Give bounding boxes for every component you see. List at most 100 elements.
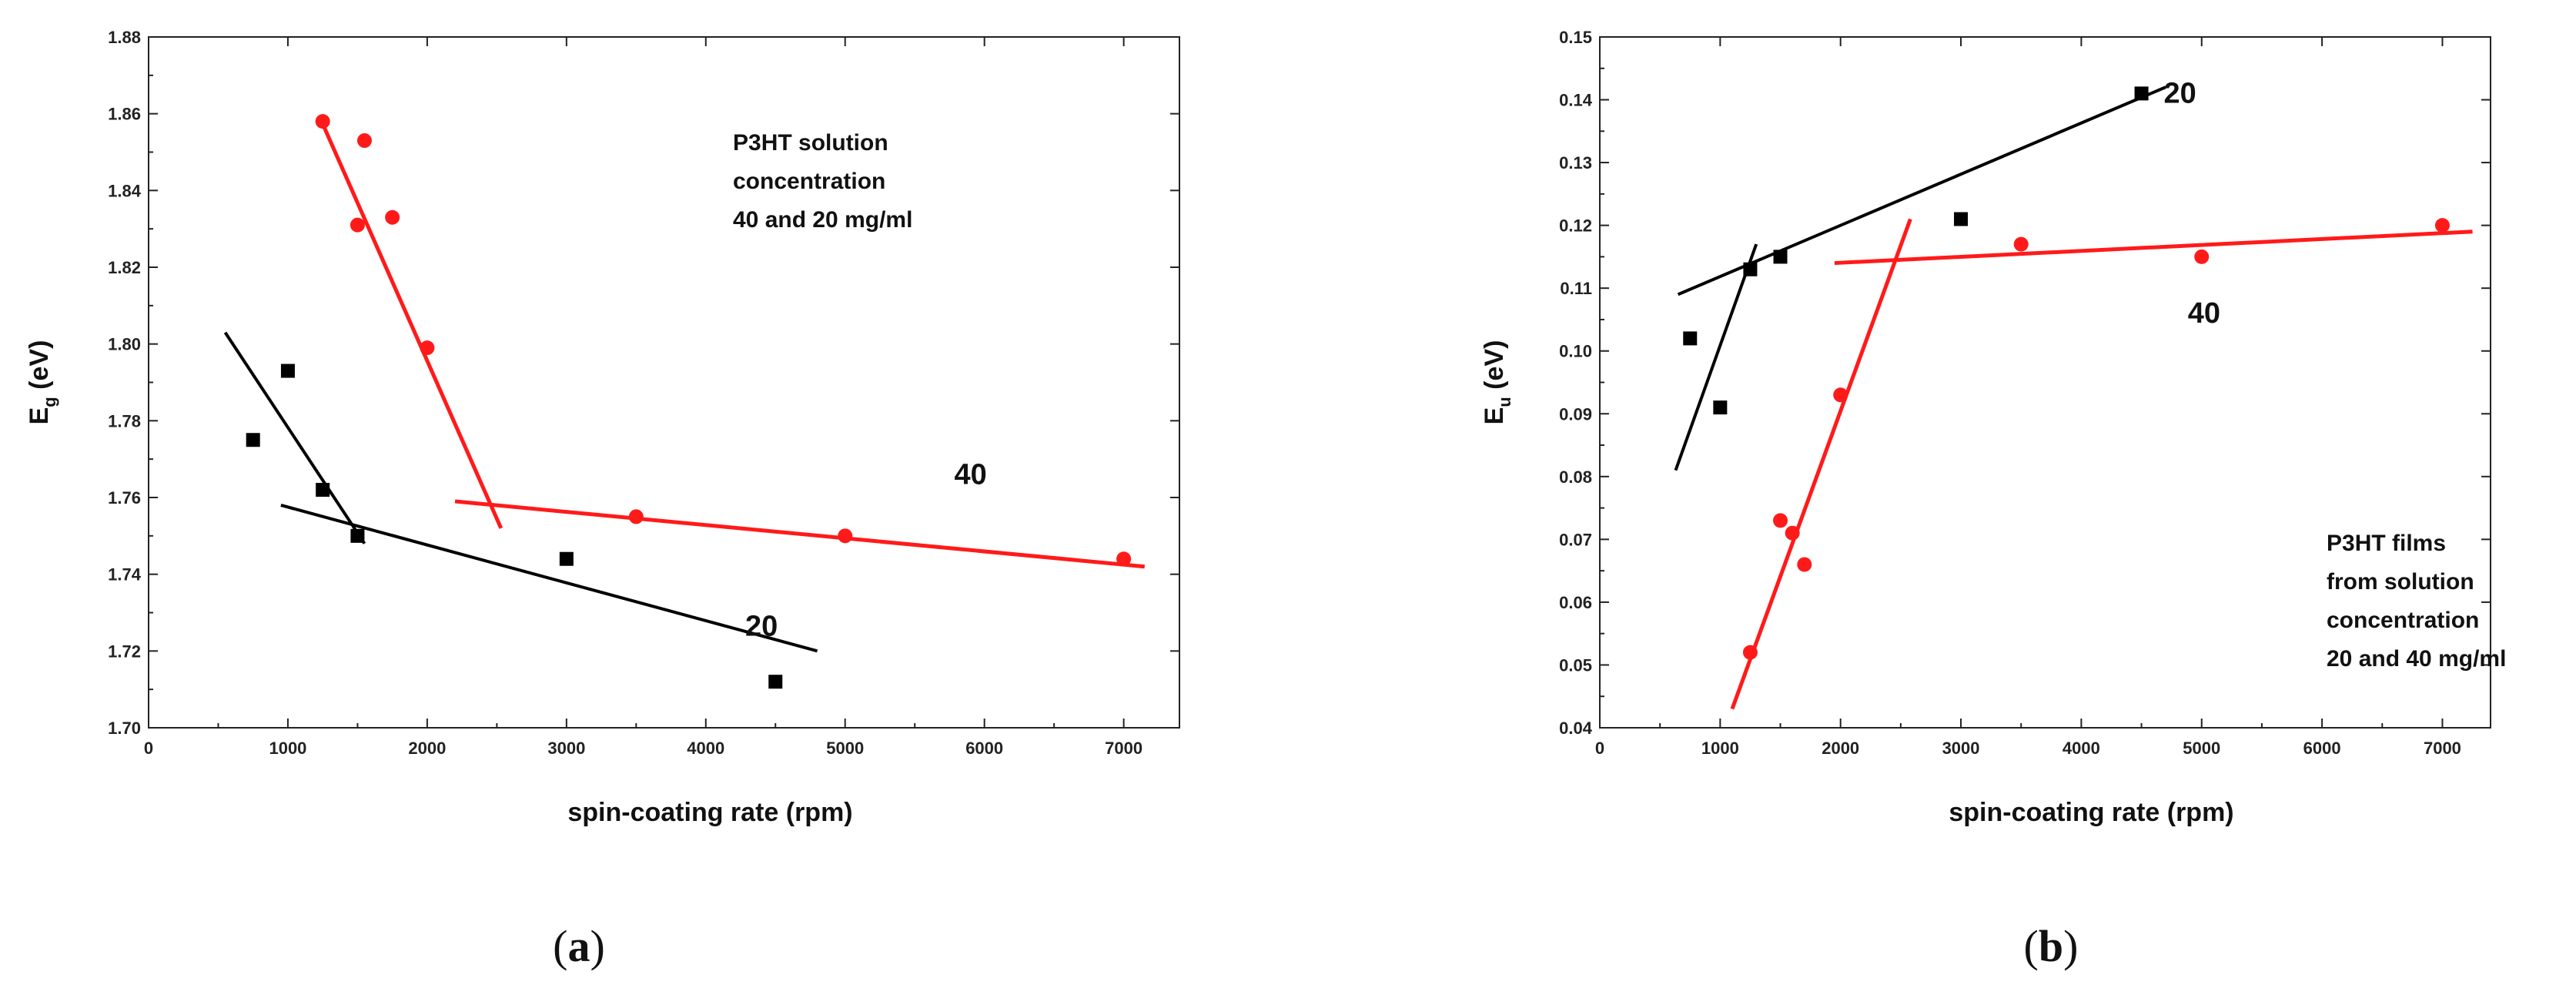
y-axis-title-unit: (eV) — [1480, 340, 1509, 397]
y-tick-label: 1.70 — [108, 719, 141, 738]
data-point — [1743, 262, 1758, 276]
panel-label-close: ) — [2063, 921, 2078, 971]
data-point — [1116, 551, 1132, 567]
data-point — [315, 114, 330, 129]
data-point — [1954, 212, 1969, 226]
data-point — [1683, 331, 1698, 346]
data-point — [768, 675, 783, 689]
data-point — [2194, 249, 2210, 264]
x-tick-label: 5000 — [2183, 739, 2220, 758]
data-point — [246, 433, 260, 447]
panel-label-open: ( — [553, 921, 567, 971]
y-tick-label: 1.78 — [108, 411, 141, 430]
data-point — [1713, 400, 1728, 415]
x-tick-label: 4000 — [687, 739, 724, 758]
y-tick-label: 1.74 — [108, 565, 142, 585]
y-tick-label: 1.82 — [108, 258, 141, 277]
data-point — [1742, 645, 1758, 660]
y-tick-label: 0.04 — [1559, 719, 1593, 738]
data-point — [628, 509, 644, 524]
panel-label-letter: a — [568, 921, 590, 971]
panel-label-close: ) — [590, 921, 605, 971]
plot-frame — [148, 36, 1180, 729]
y-tick-label: 1.88 — [108, 28, 141, 47]
fit-line — [1834, 229, 2473, 266]
data-point — [350, 528, 365, 543]
annotation-line: concentration — [2327, 608, 2479, 633]
data-point — [1833, 387, 1848, 403]
x-tick-label: 1000 — [1701, 739, 1739, 758]
x-tick-label: 2000 — [1822, 739, 1859, 758]
x-tick-label: 2000 — [408, 739, 446, 758]
series-40 — [315, 114, 1145, 569]
series-label: 20 — [745, 610, 778, 642]
x-tick-label: 7000 — [2424, 739, 2461, 758]
series-20 — [223, 331, 818, 689]
y-tick-label: 0.05 — [1559, 655, 1592, 675]
x-tick-label: 6000 — [965, 739, 1003, 758]
y-tick-label: 0.09 — [1559, 404, 1592, 424]
x-tick-label: 6000 — [2303, 739, 2341, 758]
y-tick-label: 0.07 — [1559, 530, 1592, 549]
data-point — [280, 363, 295, 378]
data-point — [1773, 250, 1788, 264]
fit-line — [1730, 218, 1912, 710]
data-point — [1797, 557, 1812, 572]
x-tick-label: 4000 — [2062, 739, 2100, 758]
annotation-line: 20 and 40 mg/ml — [2327, 646, 2506, 672]
series-label: 20 — [2163, 78, 2196, 110]
panel-label-open: ( — [2024, 921, 2039, 971]
y-axis-title: Eg (eV) — [25, 340, 59, 425]
y-tick-label: 1.72 — [108, 642, 141, 661]
annotation-line: concentration — [733, 169, 885, 194]
annotation-line: P3HT solution — [733, 130, 888, 156]
fit-line — [1677, 85, 2166, 296]
panel-label-letter: b — [2039, 921, 2063, 971]
y-tick-label: 0.11 — [1560, 279, 1592, 298]
y-axis-title-subscript: u — [1495, 397, 1514, 407]
fit-line — [1674, 243, 1758, 471]
y-tick-label: 0.10 — [1559, 342, 1592, 361]
fit-line — [280, 504, 818, 653]
x-tick-label: 5000 — [826, 739, 864, 758]
y-tick-label: 0.06 — [1559, 593, 1592, 612]
y-axis-title-unit: (eV) — [25, 340, 54, 397]
y-axis-title: Eu (eV) — [1480, 340, 1514, 425]
data-point — [2013, 236, 2029, 252]
panel-label: (b) — [2024, 921, 2079, 971]
fit-line — [318, 116, 503, 529]
y-axis-title-symbol: E — [1480, 407, 1509, 425]
y-tick-label: 0.13 — [1559, 153, 1592, 173]
x-tick-label: 3000 — [547, 739, 585, 758]
fit-line — [454, 499, 1145, 569]
data-point — [356, 133, 372, 149]
y-tick-label: 1.80 — [108, 335, 141, 354]
fit-line — [223, 331, 366, 544]
data-point — [1785, 525, 1800, 541]
y-tick-label: 1.76 — [108, 488, 141, 508]
annotation-line: 40 and 20 mg/ml — [733, 207, 912, 233]
data-point — [385, 209, 400, 225]
x-tick-label: 3000 — [1942, 739, 1980, 758]
annotation-line: P3HT films — [2327, 531, 2446, 556]
y-tick-label: 1.84 — [108, 181, 142, 200]
data-point — [1773, 513, 1788, 528]
series-label: 40 — [2188, 297, 2220, 330]
x-tick-label: 0 — [1595, 739, 1604, 758]
x-tick-label: 0 — [144, 739, 153, 758]
series-20 — [1674, 85, 2166, 471]
data-point — [838, 528, 853, 544]
x-tick-label: 7000 — [1105, 739, 1142, 758]
data-point — [2434, 218, 2450, 233]
chart-panel-b: 0 1000 2000 3000 4000 5000 6000 7000 0.04 0.05 0.0… — [1480, 28, 2506, 971]
data-point — [2134, 86, 2149, 101]
y-tick-label: 1.86 — [108, 105, 141, 124]
data-point — [420, 340, 435, 356]
series-40 — [1730, 218, 2473, 710]
y-tick-label: 0.12 — [1559, 216, 1592, 236]
y-tick-label: 0.08 — [1559, 467, 1592, 487]
x-tick-label: 1000 — [269, 739, 306, 758]
y-axis-title-subscript: g — [40, 397, 59, 407]
x-axis-title: spin-coating rate (rpm) — [567, 798, 852, 827]
chart-panel-a: 0 1000 2000 3000 4000 5000 6000 7000 1.70 1.72 1.7… — [25, 28, 1180, 971]
